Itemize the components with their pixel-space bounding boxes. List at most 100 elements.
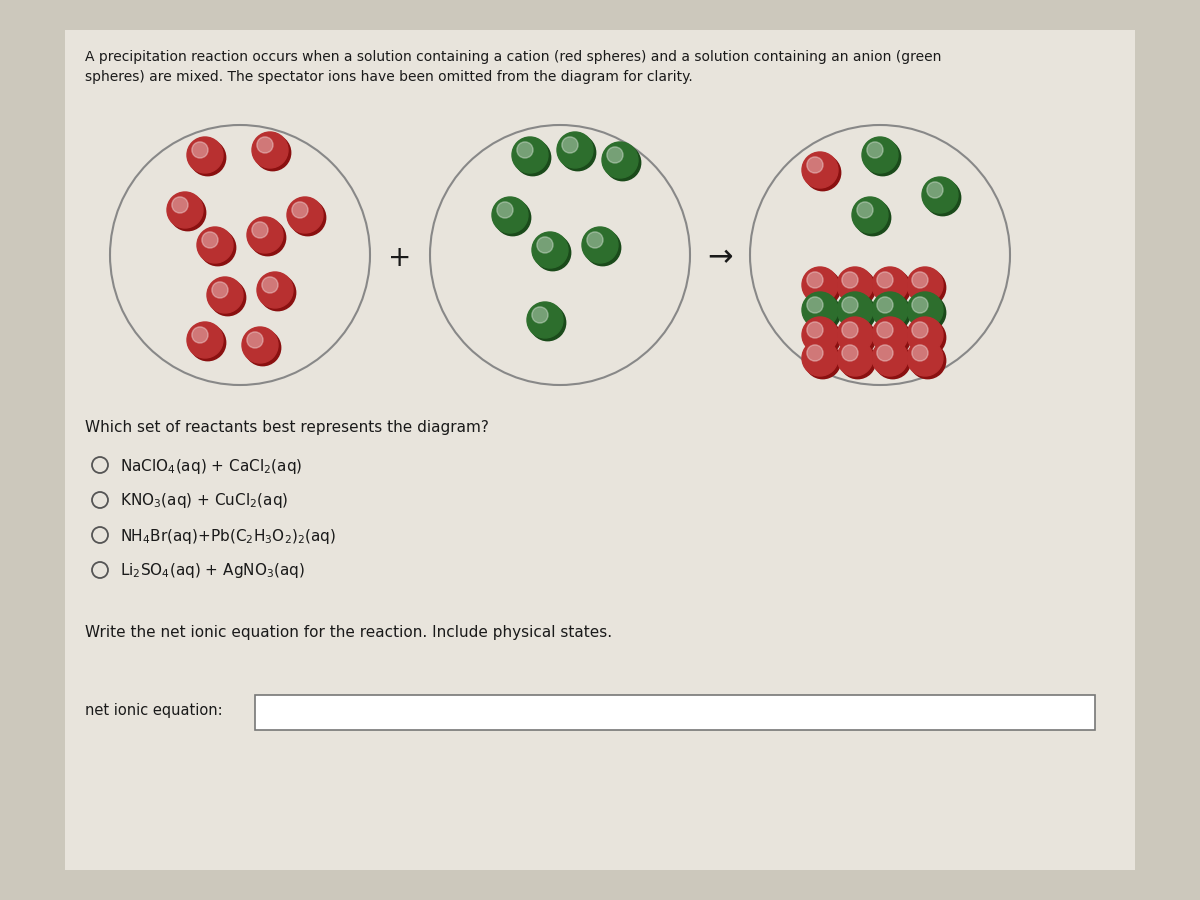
Circle shape	[925, 180, 961, 216]
Circle shape	[212, 282, 228, 298]
Circle shape	[517, 142, 533, 158]
Circle shape	[245, 329, 281, 365]
Text: net ionic equation:: net ionic equation:	[85, 703, 223, 717]
Circle shape	[529, 305, 565, 341]
Circle shape	[187, 322, 223, 358]
Circle shape	[912, 322, 928, 338]
Text: Which set of reactants best represents the diagram?: Which set of reactants best represents t…	[85, 420, 488, 435]
Circle shape	[877, 345, 893, 361]
Circle shape	[197, 227, 233, 263]
Circle shape	[838, 292, 874, 328]
Circle shape	[532, 307, 548, 323]
Circle shape	[910, 270, 946, 306]
Circle shape	[872, 317, 908, 353]
Circle shape	[515, 140, 551, 176]
Circle shape	[866, 142, 883, 158]
Text: NaClO$_4$(aq) + CaCl$_2$(aq): NaClO$_4$(aq) + CaCl$_2$(aq)	[120, 456, 302, 475]
Circle shape	[587, 232, 604, 248]
Circle shape	[806, 157, 823, 173]
Circle shape	[857, 202, 874, 218]
Text: NH$_4$Br(aq)+Pb(C$_2$H$_3$O$_2$)$_2$(aq): NH$_4$Br(aq)+Pb(C$_2$H$_3$O$_2$)$_2$(aq)	[120, 526, 336, 545]
Circle shape	[840, 294, 876, 330]
Circle shape	[840, 270, 876, 306]
Circle shape	[842, 297, 858, 313]
Circle shape	[208, 277, 242, 313]
Text: Write the net ionic equation for the reaction. Include physical states.: Write the net ionic equation for the rea…	[85, 625, 612, 640]
Text: →: →	[707, 244, 733, 273]
Circle shape	[257, 137, 274, 153]
Text: +: +	[389, 244, 412, 272]
Circle shape	[287, 197, 323, 233]
Circle shape	[557, 132, 593, 168]
Bar	[256, 695, 1096, 730]
Circle shape	[875, 343, 911, 379]
Circle shape	[907, 317, 943, 353]
Circle shape	[202, 232, 218, 248]
Circle shape	[262, 277, 278, 293]
Circle shape	[802, 152, 838, 188]
Circle shape	[167, 192, 203, 228]
Circle shape	[192, 327, 208, 343]
Circle shape	[907, 292, 943, 328]
Circle shape	[805, 155, 841, 191]
Circle shape	[872, 340, 908, 376]
Circle shape	[806, 297, 823, 313]
Circle shape	[192, 142, 208, 158]
Circle shape	[292, 202, 308, 218]
Circle shape	[497, 202, 514, 218]
FancyBboxPatch shape	[65, 30, 1135, 870]
Circle shape	[922, 177, 958, 213]
Circle shape	[494, 200, 530, 236]
Circle shape	[854, 200, 890, 236]
Circle shape	[838, 267, 874, 303]
Circle shape	[250, 220, 286, 256]
Circle shape	[838, 317, 874, 353]
Circle shape	[838, 340, 874, 376]
Circle shape	[875, 270, 911, 306]
Circle shape	[842, 272, 858, 288]
Circle shape	[559, 135, 595, 171]
Circle shape	[252, 132, 288, 168]
Circle shape	[872, 267, 908, 303]
Text: A precipitation reaction occurs when a solution containing a cation (red spheres: A precipitation reaction occurs when a s…	[85, 50, 941, 84]
Circle shape	[252, 222, 268, 239]
Circle shape	[532, 232, 568, 268]
Circle shape	[907, 340, 943, 376]
Circle shape	[910, 343, 946, 379]
Circle shape	[582, 227, 618, 263]
Circle shape	[584, 230, 620, 266]
Circle shape	[562, 137, 578, 153]
Circle shape	[840, 320, 876, 356]
Circle shape	[247, 217, 283, 253]
Circle shape	[172, 197, 188, 213]
Circle shape	[187, 137, 223, 173]
Circle shape	[802, 292, 838, 328]
Circle shape	[259, 274, 295, 310]
Text: KNO$_3$(aq) + CuCl$_2$(aq): KNO$_3$(aq) + CuCl$_2$(aq)	[120, 491, 288, 510]
Circle shape	[852, 197, 888, 233]
Circle shape	[199, 230, 235, 266]
Circle shape	[605, 145, 641, 181]
Circle shape	[840, 343, 876, 379]
Circle shape	[257, 272, 293, 308]
Circle shape	[805, 343, 841, 379]
Circle shape	[842, 345, 858, 361]
Circle shape	[190, 325, 226, 361]
Circle shape	[912, 272, 928, 288]
Circle shape	[247, 332, 263, 348]
Circle shape	[875, 320, 911, 356]
Circle shape	[802, 317, 838, 353]
Circle shape	[254, 135, 290, 171]
Circle shape	[872, 292, 908, 328]
Circle shape	[289, 200, 325, 236]
Circle shape	[802, 267, 838, 303]
Circle shape	[512, 137, 548, 173]
Circle shape	[877, 297, 893, 313]
Circle shape	[912, 297, 928, 313]
Circle shape	[805, 294, 841, 330]
Text: Li$_2$SO$_4$(aq) + AgNO$_3$(aq): Li$_2$SO$_4$(aq) + AgNO$_3$(aq)	[120, 562, 305, 580]
Circle shape	[877, 272, 893, 288]
Circle shape	[806, 345, 823, 361]
Circle shape	[805, 270, 841, 306]
Circle shape	[535, 235, 571, 271]
